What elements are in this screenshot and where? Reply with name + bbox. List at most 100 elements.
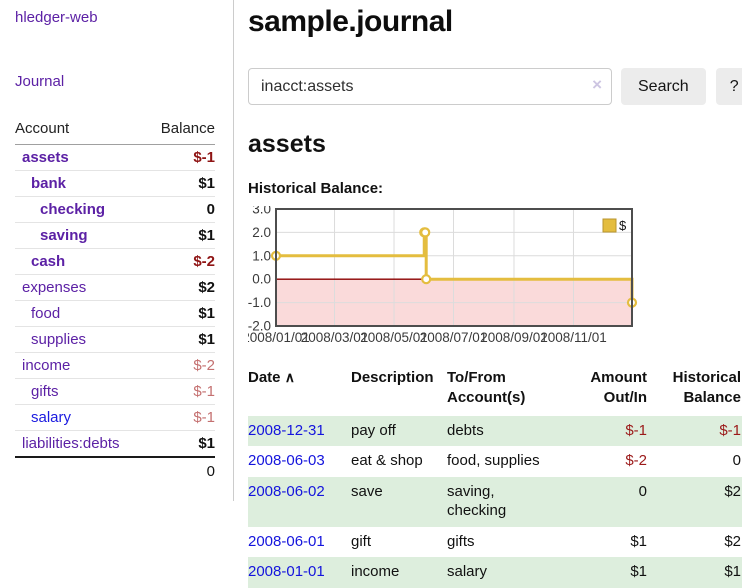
balance-column-header: Balance — [146, 114, 215, 145]
account-link[interactable]: cash — [31, 253, 66, 270]
transaction-row: 2008-12-31 pay off debts $-1 $-1 — [248, 415, 742, 446]
account-row: liabilities:debts $1 — [15, 430, 215, 458]
transaction-accounts: saving, checking — [447, 482, 507, 520]
account-row: income $-2 — [15, 352, 215, 379]
chart-label: Historical Balance: — [248, 180, 384, 197]
transaction-date-link[interactable]: 2008-01-01 — [248, 563, 325, 580]
help-button[interactable]: ? — [715, 68, 742, 105]
date-column-header[interactable]: Date ∧ — [248, 369, 295, 386]
transaction-description: gift — [351, 532, 372, 550]
transaction-amount: $-2 — [625, 452, 647, 469]
account-balance: $1 — [146, 300, 215, 327]
account-row: gifts $-1 — [15, 378, 215, 405]
transaction-accounts: salary — [447, 563, 488, 580]
description-column-header: Description — [351, 369, 434, 386]
x-tick-label: 2008/11/01 — [540, 330, 607, 345]
transaction-row: 2008-06-02 save saving, checking 0 $2 — [248, 476, 742, 527]
sidebar-item-journal[interactable]: Journal — [15, 73, 65, 90]
transaction-date-link[interactable]: 2008-12-31 — [248, 421, 325, 439]
account-balance: $1 — [146, 326, 215, 353]
account-link[interactable]: supplies — [31, 331, 87, 348]
transaction-description: eat & shop — [351, 452, 423, 469]
x-tick-label: 2008/05/01 — [360, 330, 428, 345]
accounts-column-header: Account — [15, 114, 147, 145]
account-row: food $1 — [15, 300, 215, 327]
transaction-date-link[interactable]: 2008-06-01 — [248, 532, 325, 550]
transaction-balance: $2 — [724, 532, 741, 550]
account-row: cash $-2 — [15, 248, 215, 275]
transaction-amount: $1 — [630, 563, 647, 580]
transaction-date-link[interactable]: 2008-06-03 — [248, 452, 325, 469]
account-link[interactable]: checking — [40, 201, 106, 218]
transactions-table: Date ∧ Description To/From Account(s) Am… — [248, 366, 742, 588]
account-balance: 0 — [146, 196, 215, 223]
account-row: salary $-1 — [15, 404, 215, 431]
account-balance: $-2 — [146, 352, 215, 379]
transaction-description: income — [351, 563, 400, 580]
account-link[interactable]: saving — [40, 227, 88, 244]
data-point-marker[interactable] — [421, 274, 432, 285]
account-link[interactable]: salary — [31, 409, 72, 426]
account-link[interactable]: food — [31, 305, 61, 322]
transaction-balance: 0 — [732, 452, 741, 469]
app-title-link[interactable]: hledger-web — [15, 9, 98, 26]
account-balance: $1 — [146, 222, 215, 249]
y-tick-label: 2.0 — [252, 225, 271, 240]
y-tick-label: 3.0 — [252, 206, 271, 217]
transaction-accounts: food, supplies — [447, 452, 540, 469]
x-tick-label: 2008/09/01 — [480, 330, 548, 345]
data-point-marker[interactable] — [420, 227, 431, 238]
account-link[interactable]: bank — [31, 175, 67, 192]
historical-balance-chart: $3.0 2.0 1.0 0.0 -1.0 -2.0 2008/01/01 2008/03/0… — [242, 202, 742, 353]
account-balance: $-1 — [146, 144, 215, 171]
main-content: sample.journal × Search ? assets Histori… — [234, 0, 742, 588]
account-link[interactable]: income — [22, 357, 71, 374]
account-row: saving $1 — [15, 222, 215, 249]
account-balance: $-1 — [146, 404, 215, 431]
search-box: × — [248, 68, 612, 105]
transaction-row: 2008-01-01 income salary $1 $1 — [248, 557, 742, 588]
historical-balance-column-header: Historical Balance — [672, 369, 741, 407]
accounts-total-row: 0 — [15, 456, 215, 485]
transaction-date-link[interactable]: 2008-06-02 — [248, 482, 325, 500]
page-title: sample.journal — [248, 5, 453, 38]
account-row: bank $1 — [15, 170, 215, 197]
search-form: × Search ? — [248, 68, 742, 105]
y-tick-label: 0.0 — [252, 272, 271, 287]
search-input[interactable] — [248, 68, 612, 105]
accounts-table: Account Balance assets $-1 bank $1 check… — [15, 114, 215, 485]
clear-search-icon[interactable]: × — [592, 75, 602, 94]
chart-svg: $3.0 2.0 1.0 0.0 -1.0 -2.02008/01/012008/03/0… — [242, 202, 638, 345]
transaction-description: pay off — [351, 421, 396, 439]
x-tick-label: 2008/03/01 — [301, 330, 369, 345]
account-balance: $1 — [146, 170, 215, 197]
transaction-amount: 0 — [638, 482, 647, 500]
account-balance: $2 — [146, 274, 215, 301]
account-link[interactable]: liabilities:debts — [22, 435, 120, 452]
legend-label: $ — [619, 218, 627, 233]
accounts-total-value: 0 — [146, 456, 215, 485]
y-tick-label: -1.0 — [248, 295, 271, 310]
transaction-amount: $-1 — [625, 421, 647, 439]
tofrom-column-header: To/From Account(s) — [447, 369, 526, 407]
account-row: checking 0 — [15, 196, 215, 223]
account-link[interactable]: gifts — [31, 383, 59, 400]
transaction-description: save — [351, 482, 383, 500]
transaction-accounts: debts — [447, 421, 484, 439]
account-row: expenses $2 — [15, 274, 215, 301]
account-link[interactable]: assets — [22, 149, 69, 166]
y-tick-label: 1.0 — [252, 248, 271, 263]
account-row: assets $-1 — [15, 144, 215, 171]
transaction-balance: $2 — [724, 482, 741, 500]
search-button[interactable]: Search — [621, 68, 706, 105]
legend-swatch — [602, 218, 617, 233]
account-balance: $-2 — [146, 248, 215, 275]
y-tick-label: -2.0 — [248, 319, 271, 334]
account-link[interactable]: expenses — [22, 279, 87, 296]
transaction-amount: $1 — [630, 532, 647, 550]
transaction-row: 2008-06-03 eat & shop food, supplies $-2… — [248, 446, 742, 477]
account-balance: $1 — [146, 430, 215, 458]
spacer-cell — [15, 456, 147, 485]
x-tick-label: 2008/01/01 — [248, 330, 310, 345]
transaction-row: 2008-06-01 gift gifts $1 $2 — [248, 527, 742, 558]
